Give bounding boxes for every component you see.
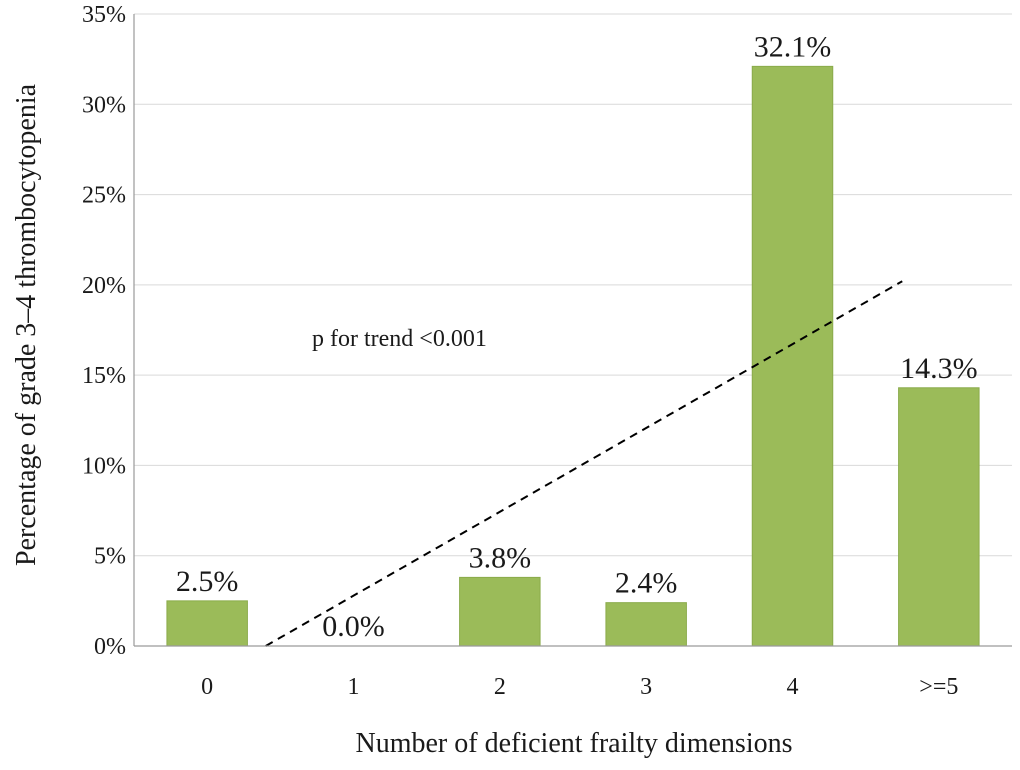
trendline bbox=[265, 280, 903, 647]
annotation-p-trend: p for trend <0.001 bbox=[312, 326, 487, 352]
bars bbox=[166, 65, 980, 647]
y-axis-title: Percentage of grade 3–4 thrombocytopenia bbox=[11, 83, 42, 566]
x-tick-labels: 0 1 2 3 4 >=5 bbox=[201, 674, 958, 700]
y-tick-label: 15% bbox=[82, 363, 126, 389]
y-tick-label: 35% bbox=[82, 2, 126, 28]
bar-0 bbox=[166, 600, 248, 647]
x-tick-label: >=5 bbox=[919, 674, 958, 700]
x-tick-label: 0 bbox=[201, 674, 213, 700]
gridlines bbox=[134, 13, 1012, 557]
trendline-group bbox=[265, 280, 903, 647]
bar-3 bbox=[605, 602, 687, 647]
data-labels: 2.5% 0.0% 3.8% 2.4% 32.1% 14.3% bbox=[176, 30, 978, 643]
y-tick-label: 5% bbox=[94, 544, 126, 570]
data-label: 3.8% bbox=[469, 541, 532, 574]
data-label: 14.3% bbox=[900, 352, 978, 385]
bar-4 bbox=[751, 65, 834, 647]
data-label: 32.1% bbox=[754, 30, 832, 63]
y-tick-label: 0% bbox=[94, 634, 126, 660]
data-label: 0.0% bbox=[322, 610, 385, 643]
x-tick-label: 2 bbox=[494, 674, 506, 700]
x-tick-label: 1 bbox=[348, 674, 360, 700]
y-tick-label: 25% bbox=[82, 183, 126, 209]
x-axis-title: Number of deficient frailty dimensions bbox=[356, 728, 793, 759]
y-tick-label: 10% bbox=[82, 453, 126, 479]
y-tick-label: 30% bbox=[82, 92, 126, 118]
y-tick-label: 20% bbox=[82, 273, 126, 299]
data-label: 2.4% bbox=[615, 567, 678, 600]
y-tick-labels: 0% 5% 10% 15% 20% 25% 30% 35% bbox=[82, 2, 126, 660]
axes bbox=[133, 14, 1012, 647]
bar-5 bbox=[898, 387, 980, 647]
x-tick-label: 4 bbox=[787, 674, 799, 700]
data-label: 2.5% bbox=[176, 565, 239, 598]
x-tick-label: 3 bbox=[640, 674, 652, 700]
bar-2 bbox=[459, 576, 541, 647]
